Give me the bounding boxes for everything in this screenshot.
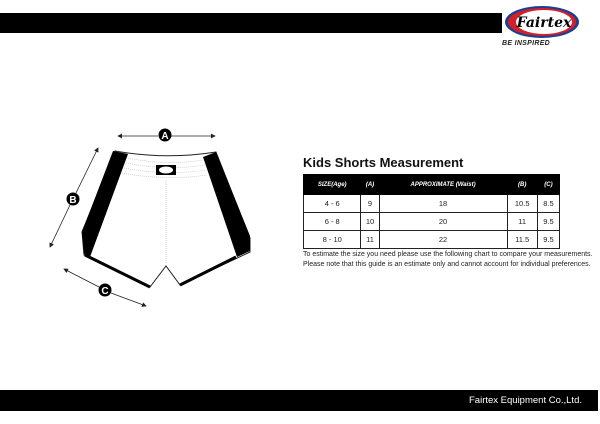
svg-text:Fairtex: Fairtex — [516, 15, 572, 31]
label-a: A — [161, 131, 168, 142]
table-cell: 9.5 — [536, 230, 561, 249]
table-cell: 20 — [378, 212, 508, 231]
note-line: To estimate the size you need please use… — [303, 251, 593, 258]
table-cell: 10 — [360, 212, 380, 231]
header-bar — [0, 13, 502, 33]
table-cell: 11.5 — [506, 230, 538, 249]
table-cell: 9.5 — [536, 212, 561, 231]
label-b: B — [69, 195, 76, 206]
header-b: (B) — [506, 174, 538, 195]
table-cell: 9 — [360, 194, 380, 213]
label-c: C — [101, 286, 108, 297]
table-row: 4 - 6 9 18 10.5 8.5 — [302, 194, 561, 213]
footer-text: Fairtex Equipment Co.,Ltd. — [469, 395, 582, 406]
header-c: (C) — [536, 174, 561, 195]
notes: To estimate the size you need please use… — [303, 251, 593, 270]
tagline: BE INSPIRED — [502, 40, 551, 47]
table-cell: 10.5 — [506, 194, 538, 213]
table-cell: 8.5 — [536, 194, 561, 213]
table-row: 8 - 10 11 22 11.5 9.5 — [302, 230, 561, 249]
size-table: SIZE(Age) (A) APPROXIMATE (Waist) (B) (C… — [302, 174, 561, 249]
note-line: Please note that this guide is an estima… — [303, 260, 591, 268]
table-cell: 11 — [506, 212, 538, 231]
header-waist: APPROXIMATE (Waist) — [378, 174, 508, 195]
shorts-diagram: A B C — [49, 128, 251, 307]
page-title: Kids Shorts Measurement — [303, 155, 464, 170]
table-cell: 8 - 10 — [302, 230, 362, 249]
table-cell: 4 - 6 — [302, 194, 362, 213]
table-row: 6 - 8 10 20 11 9.5 — [302, 212, 561, 231]
header-a: (A) — [360, 174, 380, 195]
table-cell: 11 — [360, 230, 380, 249]
footer-bar: Fairtex Equipment Co.,Ltd. — [0, 390, 598, 411]
table-cell: 18 — [378, 194, 508, 213]
table-cell: 6 - 8 — [302, 212, 362, 231]
fairtex-logo: Fairtex — [505, 6, 579, 38]
table-cell: 22 — [378, 230, 508, 249]
header-size: SIZE(Age) — [302, 174, 362, 195]
